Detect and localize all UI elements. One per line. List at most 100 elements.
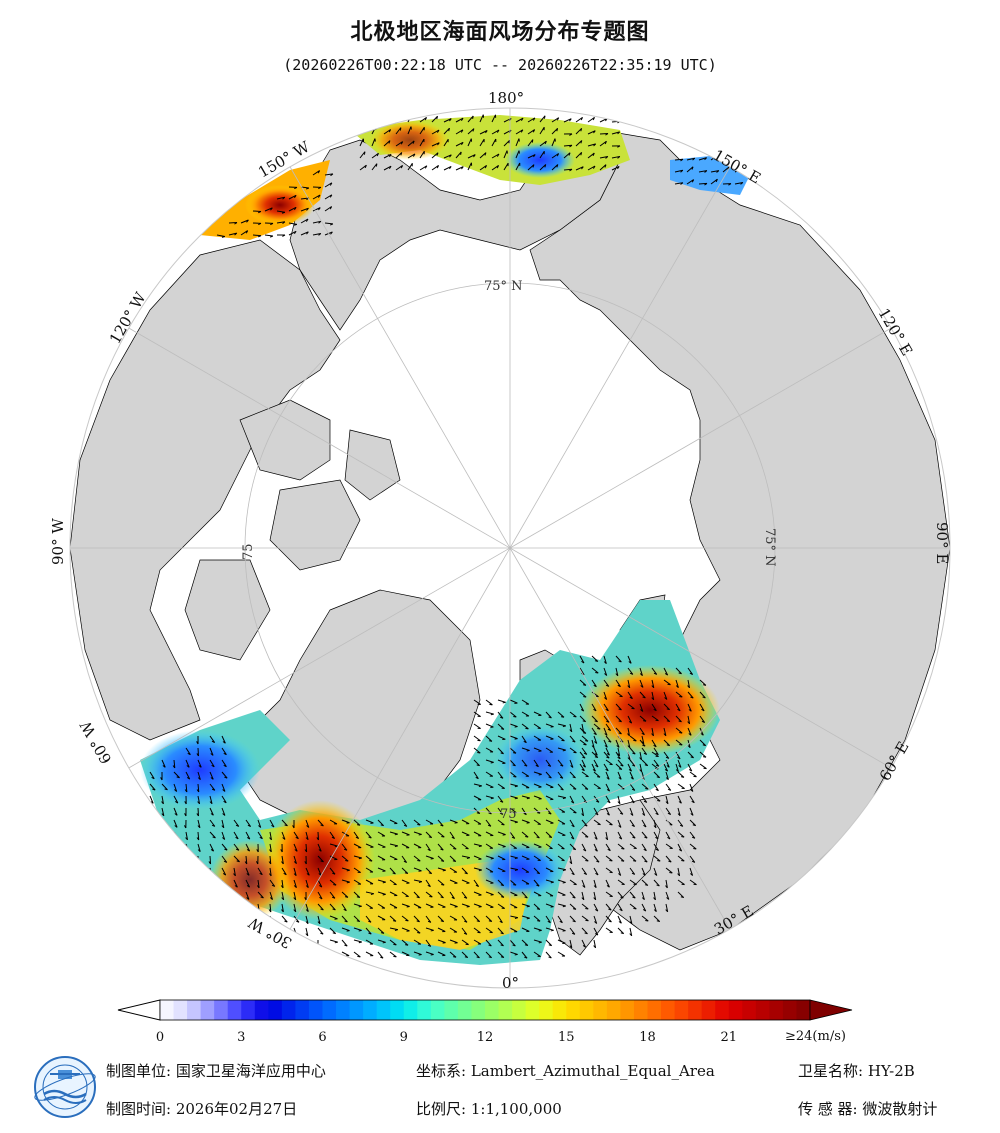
wind-vector-head [460, 129, 464, 133]
wind-vector-head [596, 800, 600, 803]
wind-vector-head [512, 764, 516, 767]
wind-vector-head [196, 813, 199, 817]
wind-vector-head [547, 920, 551, 924]
wind-vector [149, 771, 155, 780]
wind-vector [641, 735, 645, 744]
wind-vector-head [572, 908, 577, 910]
wind-vector-head [653, 708, 657, 712]
wind-vector-head [594, 720, 598, 723]
wind-vector-head [688, 709, 692, 712]
legend-cell [539, 1000, 554, 1020]
wind-vector [467, 154, 476, 159]
wind-vector [293, 939, 299, 947]
wind-vector [665, 891, 670, 900]
wind-vector-head [547, 764, 551, 767]
wind-vector-head [702, 756, 707, 758]
legend-cell [485, 1000, 500, 1020]
wind-vector-head [569, 144, 573, 148]
wind-vector-head [687, 721, 690, 725]
meridian-120w [126, 326, 511, 549]
wind-vector [329, 903, 336, 911]
wind-vector-head [460, 117, 464, 121]
wind-vector [485, 711, 494, 715]
wind-vector [324, 182, 333, 188]
legend-cell [173, 1000, 188, 1020]
wind-vector-head [608, 920, 612, 923]
wind-vector-head [343, 848, 348, 851]
wind-vector [455, 141, 464, 147]
wind-vector-head [655, 836, 659, 840]
wind-vector [312, 220, 321, 224]
wind-vector [269, 891, 273, 900]
wind-vector [300, 218, 309, 224]
wind-vector-head [186, 765, 190, 768]
wind-vector [539, 150, 545, 159]
wind-vector [651, 667, 658, 675]
wind-vector-head [294, 933, 298, 936]
wind-vector [401, 819, 408, 827]
wind-vector-head [208, 909, 212, 913]
wind-vector [401, 903, 410, 907]
wind-vector [209, 831, 216, 839]
wind-vector-head [404, 872, 408, 874]
wind-vector [371, 152, 379, 159]
wind-vector-head [496, 153, 500, 157]
wind-vector-head [356, 920, 360, 923]
wind-vector [341, 903, 347, 911]
wind-vector-head [593, 130, 596, 134]
wind-vector-head [500, 944, 504, 947]
wind-vector [300, 231, 309, 236]
wind-vector [575, 140, 583, 147]
wind-vector-head [442, 869, 446, 872]
wind-vector [209, 771, 214, 780]
wind-vector-head [305, 187, 310, 190]
wind-vector [353, 891, 361, 898]
wind-vector-head [653, 672, 657, 675]
wind-vector-head [316, 837, 319, 841]
wind-vector [593, 915, 598, 924]
wind-vector [641, 831, 648, 839]
wind-vector-head [358, 857, 362, 860]
wind-vector-head [538, 941, 542, 944]
wind-vector [629, 759, 636, 767]
legend-cell [701, 1000, 716, 1020]
wind-vector [288, 222, 297, 225]
land-archipelago-2 [269, 479, 361, 571]
wind-vector [533, 747, 542, 752]
wind-vector-head [246, 849, 250, 852]
wind-vector-head [475, 776, 479, 780]
wind-vector [449, 879, 458, 884]
wind-vector-head [209, 801, 213, 805]
wind-vector [269, 855, 272, 865]
wind-vector [407, 153, 416, 159]
wind-vector-head [514, 857, 518, 860]
wind-vector-head [570, 800, 575, 804]
wind-vector [305, 831, 309, 840]
wind-vector-head [236, 860, 240, 863]
wind-vector [699, 739, 707, 746]
wind-vector [593, 771, 601, 778]
wind-vector [365, 903, 373, 909]
wind-vector [689, 867, 694, 876]
wind-vector-head [358, 929, 362, 932]
wind-vector-head [476, 920, 480, 923]
wind-vector [473, 879, 480, 887]
wind-vector [365, 819, 374, 824]
wind-vector [641, 795, 648, 803]
wind-vector [686, 179, 694, 185]
wind-vector [687, 727, 692, 736]
wind-vector [281, 867, 287, 876]
wind-vector [473, 831, 482, 837]
wind-vector [551, 127, 558, 135]
wind-vector [401, 879, 410, 884]
wind-vector [687, 751, 694, 759]
wind-vector [209, 915, 213, 924]
wind-vector [497, 747, 504, 755]
wind-vector [545, 891, 554, 897]
label-lat-75-left: 75 [241, 543, 256, 560]
wind-vector [389, 939, 397, 946]
wind-vector-head [210, 753, 214, 756]
label-lon-0: 0° [502, 974, 519, 992]
wind-vector [587, 116, 595, 123]
wind-vector [461, 891, 468, 899]
